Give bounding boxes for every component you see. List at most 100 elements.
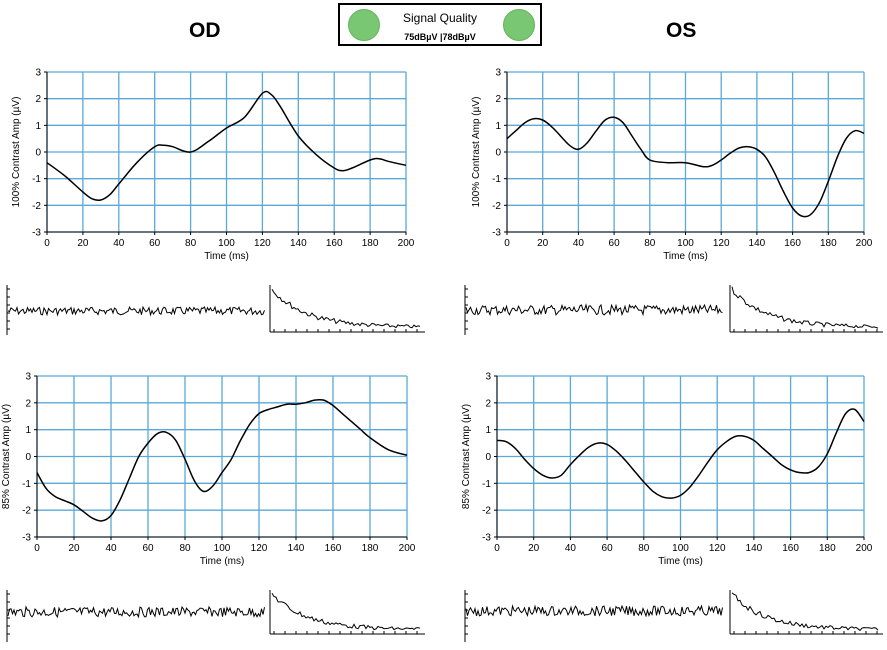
y-tick-label: 0 [485,452,491,463]
y-tick-label: 3 [485,372,491,383]
x-axis-title: Time (ms) [658,556,703,567]
x-tick-label: 40 [105,543,117,554]
od-100-raw-signal [6,285,265,335]
y-tick-label: 1 [25,425,31,436]
y-tick-label: -1 [482,479,491,490]
y-tick-label: -1 [32,174,41,185]
y-tick-label: 3 [495,68,501,79]
od-85-decay [269,590,425,635]
y-tick-label: -3 [482,533,491,544]
y-tick-label: -3 [22,533,31,544]
y-tick-label: -2 [22,506,31,517]
y-tick-label: -2 [32,201,41,212]
os-100-raw-signal [464,285,723,335]
y-tick-label: 3 [35,68,41,79]
x-tick-label: 140 [288,543,305,554]
x-tick-label: 0 [494,543,500,554]
y-tick-label: 3 [25,372,31,383]
x-tick-label: 20 [77,238,89,249]
x-tick-label: 160 [782,543,799,554]
os-85-raw-signal [464,590,723,642]
vep-trace-od-85 [36,398,408,522]
od-85-raw-signal [6,590,265,642]
y-tick-label: -3 [492,228,501,239]
chart-os-85: 0 20 40 60 80 100 120 140 160 180 200 3 2 1 0 -1 -2 -3 Tim… [461,372,873,568]
x-tick-label: 20 [528,543,540,554]
x-axis-title: Time (ms) [200,556,245,567]
x-tick-label: 0 [44,238,50,249]
signal-quality-title: Signal Quality [402,11,478,25]
chart-od-100: 0 20 40 60 80 100 120 140 160 180 200 3 2 1 0 -1 -2 -3 Tim… [11,68,415,263]
x-tick-label: 0 [34,543,40,554]
decay-trace [271,592,421,631]
x-tick-label: 40 [565,543,577,554]
decay-trace [271,289,421,329]
x-tick-label: 100 [214,543,231,554]
vep-trace-od-100 [46,90,407,202]
y-tick-label: 2 [35,94,41,105]
y-tick-label: -1 [492,174,501,185]
x-tick-label: 180 [820,238,837,249]
x-tick-label: 120 [254,238,271,249]
raw-signal-trace [465,604,723,618]
os-label: OS [666,19,697,42]
y-tick-label: 1 [495,121,501,132]
x-tick-label: 140 [290,238,307,249]
x-tick-label: 180 [819,543,836,554]
decay-trace [731,592,879,632]
os-100-decay [729,285,883,333]
signal-quality-left-indicator-icon [348,9,380,41]
vep-trace-os-100 [506,116,865,218]
x-tick-label: 80 [644,238,656,249]
x-tick-label: 200 [856,543,873,554]
x-tick-label: 100 [677,238,694,249]
raw-signal-trace [7,305,265,317]
x-tick-label: 60 [609,238,621,249]
chart-od-85: 0 20 40 60 80 100 120 140 160 180 200 3 2 1 0 -1 -2 -3 Tim… [1,372,416,568]
y-tick-label: -2 [492,201,501,212]
y-tick-label: 0 [35,148,41,159]
x-axis-title: Time (ms) [663,251,708,262]
x-tick-label: 120 [251,543,268,554]
signal-quality-right-indicator-icon [503,9,535,41]
x-tick-label: 160 [326,238,343,249]
x-tick-label: 80 [638,543,650,554]
od-label: OD [189,19,221,42]
x-tick-label: 180 [362,238,379,249]
raw-signal-trace [7,605,265,619]
x-tick-label: 140 [749,238,766,249]
decay-trace [731,286,879,329]
x-tick-label: 20 [537,238,549,249]
os-85-decay [729,590,883,635]
y-tick-label: -1 [22,479,31,490]
signal-quality-panel: Signal Quality 75dBµV |78dBµV [338,3,542,46]
x-tick-label: 200 [398,238,415,249]
x-tick-label: 160 [784,238,801,249]
y-axis-title: 85% Contrast Amp (µV) [1,404,12,509]
y-axis-title: 100% Contrast Amp (µV) [471,97,482,208]
signal-quality-values: 75dBµV |78dBµV [404,32,476,42]
x-tick-label: 60 [149,238,161,249]
chart-os-100: 0 20 40 60 80 100 120 140 160 180 200 3 2 1 0 -1 -2 -3 Tim… [471,68,873,263]
x-axis-title: Time (ms) [204,251,249,262]
x-tick-label: 40 [573,238,585,249]
x-tick-label: 80 [185,238,197,249]
y-tick-label: 1 [35,121,41,132]
x-tick-label: 200 [856,238,873,249]
y-axis-title: 85% Contrast Amp (µV) [461,404,472,509]
y-tick-label: 2 [485,398,491,409]
x-tick-label: 100 [218,238,235,249]
y-tick-label: 2 [25,398,31,409]
x-tick-label: 160 [325,543,342,554]
x-tick-label: 120 [713,238,730,249]
y-tick-label: 1 [485,425,491,436]
x-tick-label: 20 [68,543,80,554]
y-tick-label: -2 [482,506,491,517]
x-tick-label: 80 [179,543,191,554]
x-tick-label: 180 [362,543,379,554]
vep-trace-os-85 [496,408,865,499]
x-tick-label: 60 [602,543,614,554]
x-tick-label: 200 [399,543,416,554]
x-tick-label: 140 [746,543,763,554]
